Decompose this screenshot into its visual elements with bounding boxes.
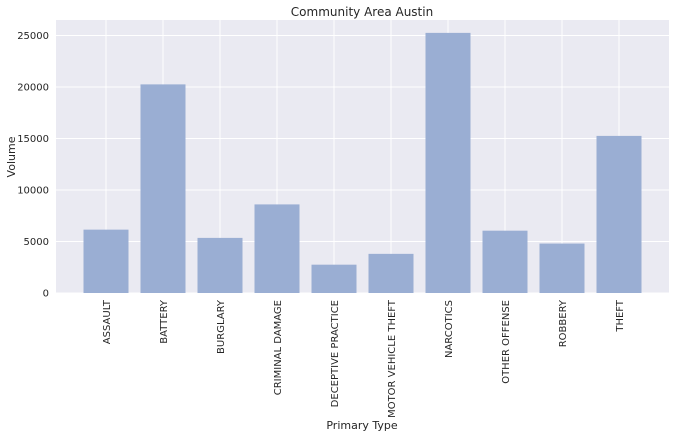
bar-deceptive-practice	[311, 264, 357, 293]
x-tick-label: BURGLARY	[216, 299, 227, 354]
x-tick-label: NARCOTICS	[444, 300, 455, 358]
y-tick-label: 25000	[17, 31, 49, 42]
chart-title: Community Area Austin	[291, 5, 433, 19]
bar-robbery	[539, 243, 585, 293]
bar-burglary	[197, 237, 243, 293]
y-axis-ticks: 0 5000 10000 15000 20000 25000	[17, 31, 49, 300]
x-tick-label: THEFT	[615, 299, 626, 333]
x-tick-label: ROBBERY	[558, 299, 569, 347]
bars	[83, 32, 642, 294]
x-tick-label: MOTOR VEHICLE THEFT	[387, 299, 398, 418]
x-tick-label: CRIMINAL DAMAGE	[273, 300, 284, 395]
y-tick-label: 20000	[17, 82, 49, 93]
bar-narcotics	[425, 32, 471, 294]
y-tick-label: 15000	[17, 134, 49, 145]
bar-other-offense	[482, 230, 528, 293]
x-axis-ticks: ASSAULT BATTERY BURGLARY CRIMINAL DAMAGE DEC…	[102, 299, 626, 418]
x-tick-label: OTHER OFFENSE	[501, 300, 512, 384]
x-axis-label: Primary Type	[326, 419, 398, 432]
bar-battery	[140, 84, 186, 293]
bar-assault	[83, 229, 129, 293]
y-tick-label: 10000	[17, 185, 49, 196]
x-tick-label: DECEPTIVE PRACTICE	[330, 300, 341, 407]
bar-motor-vehicle-theft	[368, 253, 414, 293]
y-tick-label: 0	[43, 289, 49, 300]
x-tick-label: BATTERY	[159, 299, 170, 344]
y-axis-label: Volume	[5, 136, 18, 177]
bar-theft	[596, 135, 642, 293]
y-tick-label: 5000	[24, 237, 49, 248]
bar-criminal-damage	[254, 204, 300, 293]
x-tick-label: ASSAULT	[102, 299, 113, 344]
